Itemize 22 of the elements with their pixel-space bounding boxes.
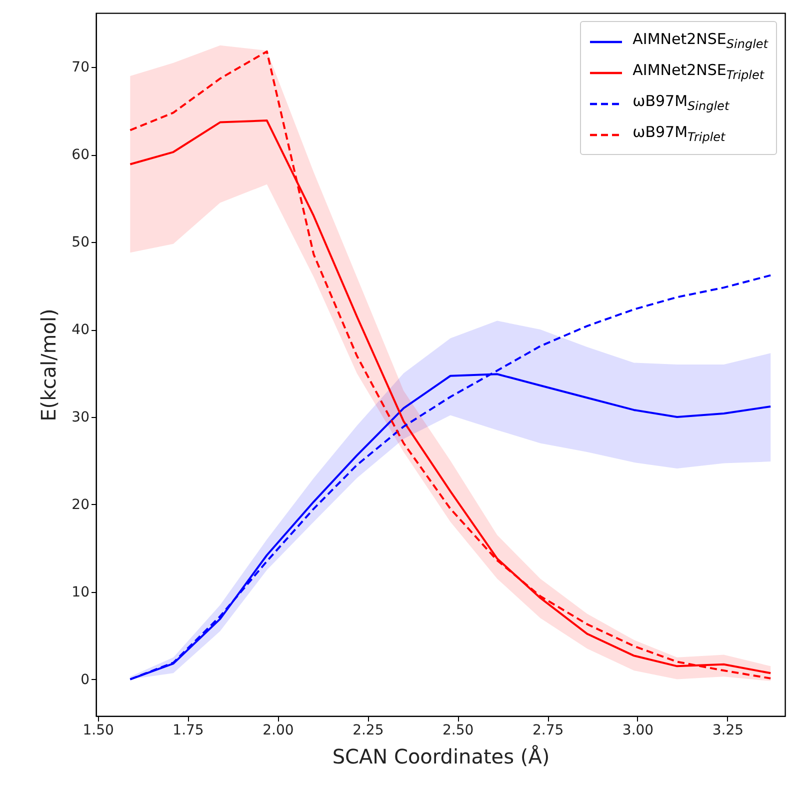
x-tick-label: 2.75 [532, 722, 564, 738]
y-axis-title: E(kcal/mol) [36, 308, 61, 422]
y-tick-label: 10 [72, 584, 90, 600]
y-tick-label: 20 [72, 496, 90, 513]
legend-label: ωB97M$_{Singlet}$ [632, 91, 730, 115]
y-tick-label: 40 [72, 322, 90, 338]
x-tick-label: 2.00 [262, 722, 294, 738]
y-tick-label: 50 [72, 234, 90, 251]
x-tick-label: 3.25 [712, 722, 744, 738]
x-axis-title: SCAN Coordinates (Å) [332, 744, 550, 768]
y-tick-label: 60 [72, 147, 90, 164]
legend-label: AIMNet2NSE$_{Singlet}$ [632, 29, 768, 53]
x-tick-label: 2.50 [442, 722, 474, 738]
x-tick-label: 2.25 [352, 722, 384, 738]
y-tick-label: 30 [72, 409, 90, 426]
x-tick-label: 3.00 [622, 722, 654, 738]
y-tick-label: 70 [72, 60, 90, 76]
y-tick-label: 0 [80, 672, 90, 688]
legend-label: AIMNet2NSE$_{Triplet}$ [632, 60, 764, 84]
legend-label: ωB97M$_{Triplet}$ [632, 122, 726, 146]
x-tick-label: 1.50 [82, 722, 114, 738]
x-tick-label: 1.75 [172, 722, 204, 738]
